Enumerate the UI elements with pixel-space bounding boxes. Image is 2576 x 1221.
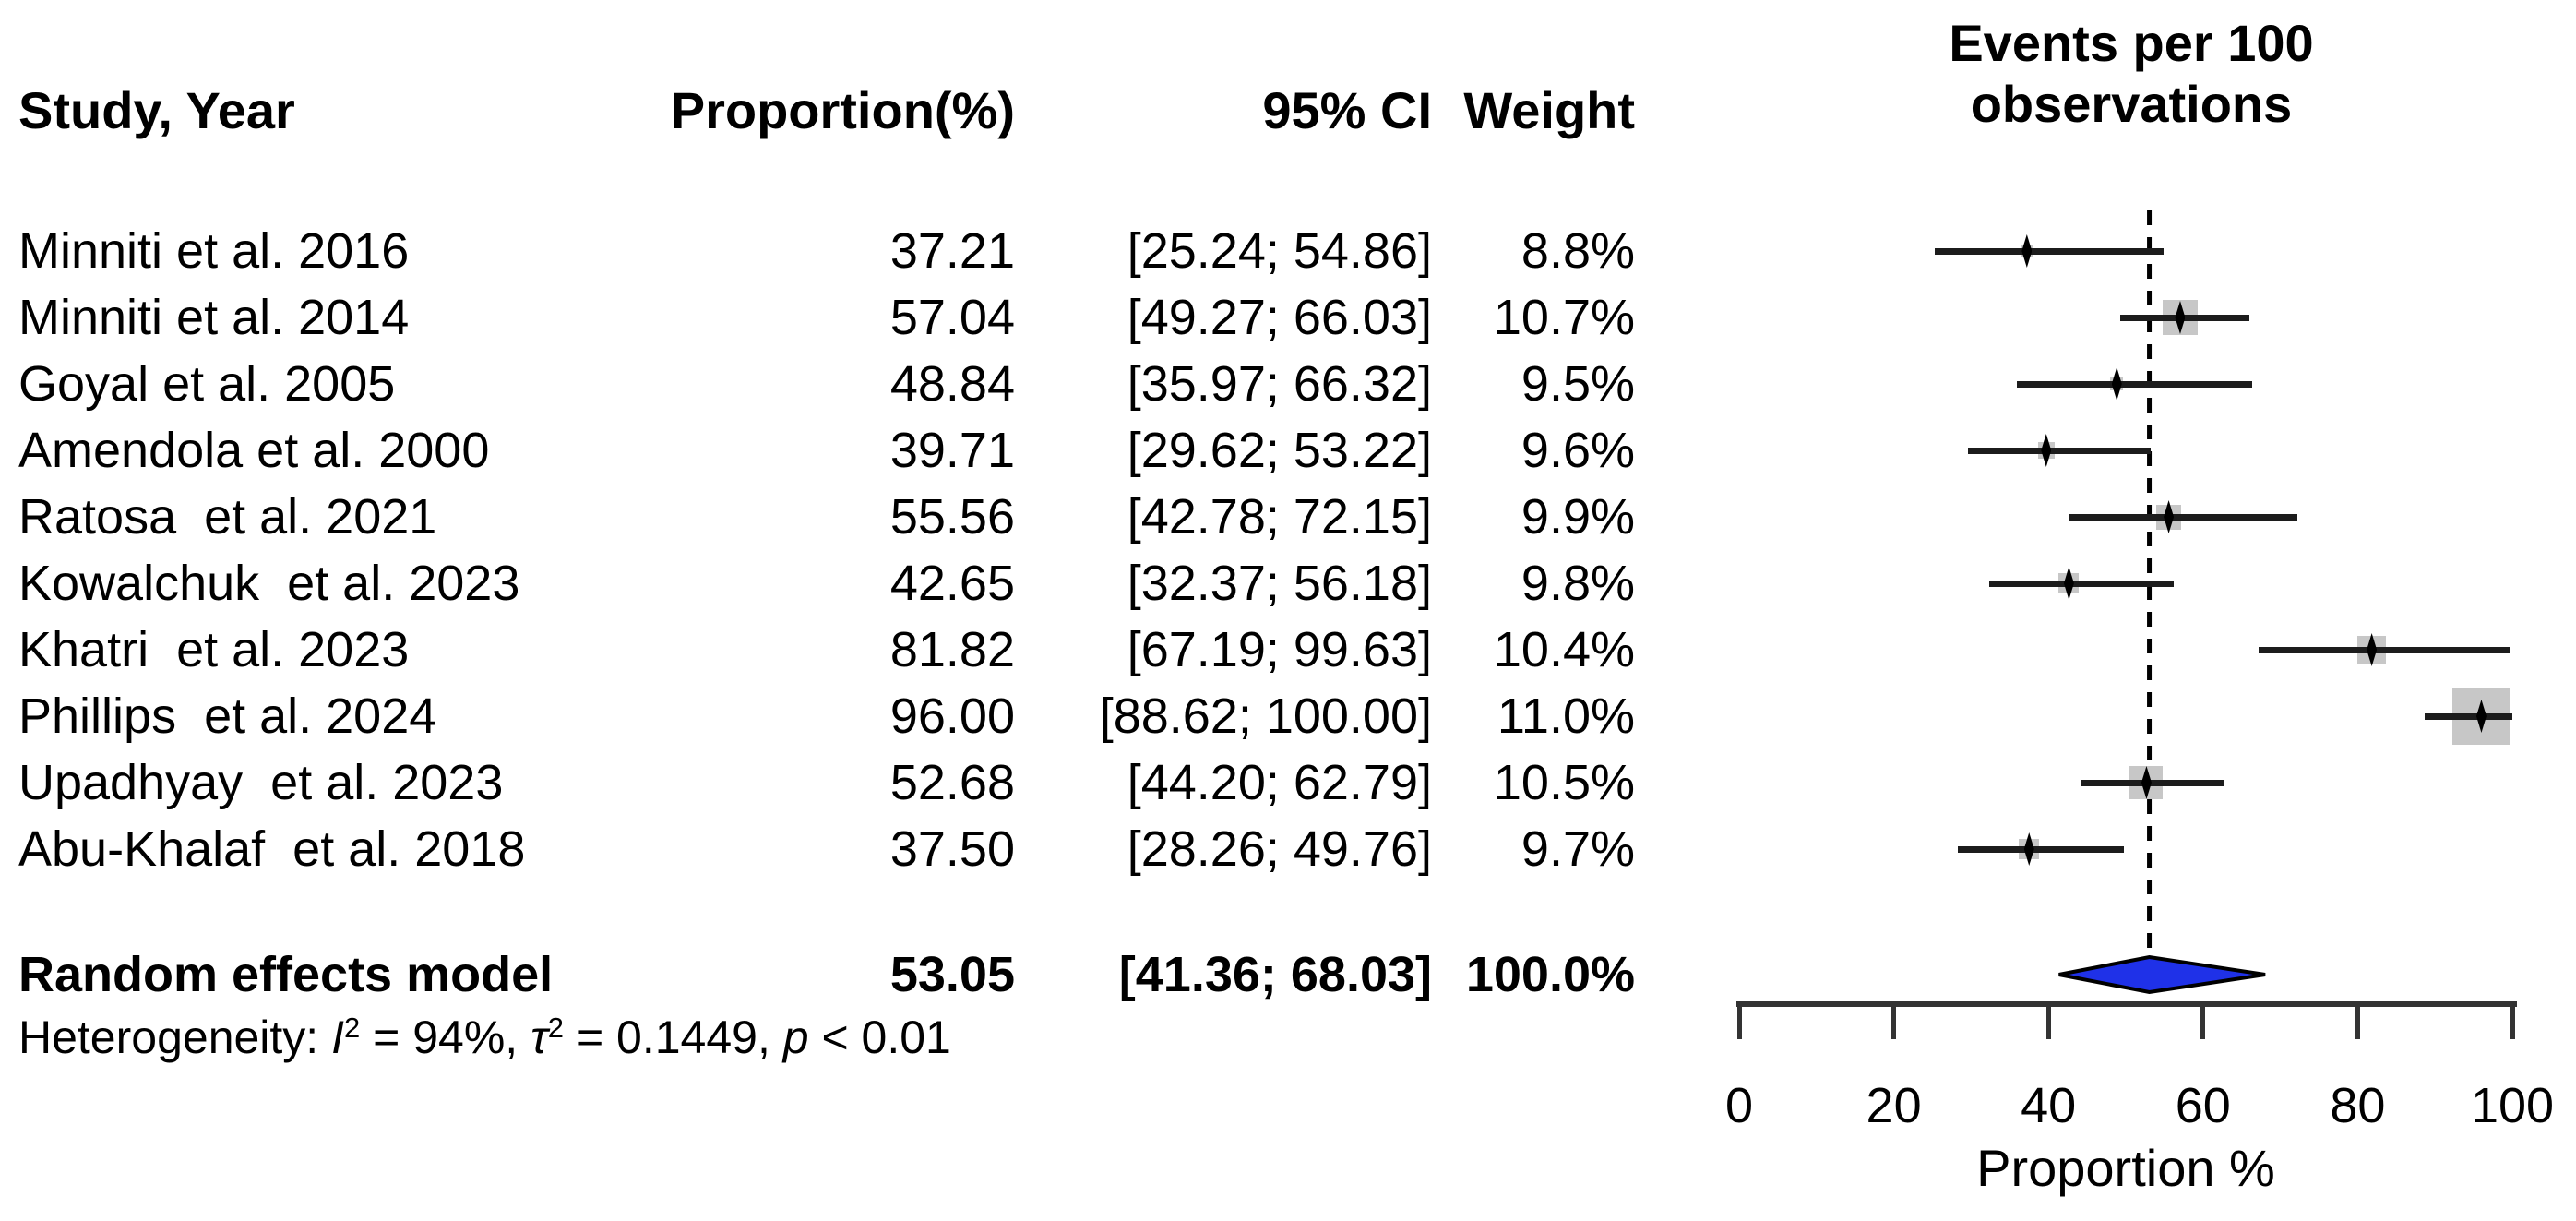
pooled-ci-value: [41.36; 68.03] [1118,947,1432,1002]
axis-tick-label: 100 [2470,1078,2555,1133]
ci-value: [49.27; 66.03] [1127,290,1432,345]
axis-tick [1891,1001,1897,1039]
pooled-proportion-value: 53.05 [889,947,1015,1002]
weight-value: 9.9% [1521,489,1635,545]
axis-tick [2510,1001,2515,1039]
heterogeneity-segment: Heterogeneity: [18,1012,332,1063]
heterogeneity-segment: 2 [344,1011,361,1044]
point-marker [2367,633,2378,666]
study-label: Amendola et al. 2000 [18,423,490,478]
proportion-value: 48.84 [889,356,1015,412]
ci-value: [88.62; 100.00] [1099,688,1432,744]
ci-line [1989,580,2174,587]
weight-value: 10.5% [1493,755,1635,810]
weight-value: 9.6% [1521,423,1635,478]
heterogeneity-segment: I [331,1012,344,1063]
study-label: Minniti et al. 2014 [18,290,410,345]
axis-tick-label: 0 [1724,1078,1754,1133]
proportion-value: 42.65 [889,556,1015,611]
point-marker [2164,500,2175,533]
ci-line [1934,247,2164,255]
axis-tick-label: 40 [2021,1078,2077,1133]
ci-value: [67.19; 99.63] [1127,622,1432,677]
column-header-ci: 95% CI [1262,81,1432,139]
plot-title-line2: observations [1970,75,2293,133]
proportion-value: 96.00 [889,688,1015,744]
point-marker [2141,766,2152,799]
heterogeneity-segment: p [782,1012,809,1063]
ci-line [1957,845,2124,853]
ci-value: [28.26; 49.76] [1127,821,1432,877]
heterogeneity-segment: = 0.1449, [564,1012,783,1063]
x-axis-label: Proportion % [1976,1139,2275,1197]
ci-value: [42.78; 72.15] [1127,489,1432,545]
study-label: Kowalchuk et al. 2023 [18,556,520,611]
point-marker [2175,301,2186,334]
study-label: Upadhyay et al. 2023 [18,755,504,810]
study-label: Khatri et al. 2023 [18,622,410,677]
axis-tick-label: 60 [2175,1078,2231,1133]
weight-value: 9.5% [1521,356,1635,412]
point-marker [2023,832,2034,866]
heterogeneity-segment: 2 [547,1011,565,1044]
point-marker [2063,567,2074,600]
weight-value: 11.0% [1497,688,1635,744]
study-label: Minniti et al. 2016 [18,223,410,279]
column-header-weight: Weight [1463,81,1635,139]
heterogeneity-note: Heterogeneity: I2 = 94%, τ2 = 0.1449, p … [18,1010,951,1071]
ci-value: [25.24; 54.86] [1127,223,1432,279]
weight-value: 10.7% [1493,290,1635,345]
pooled-diamond [2058,954,2266,995]
point-marker [2021,234,2033,268]
weight-value: 9.8% [1521,556,1635,611]
axis-tick-label: 80 [2330,1078,2386,1133]
study-label: Phillips et al. 2024 [18,688,437,744]
x-axis-line [1736,1001,2517,1007]
plot-title: Events per 100 observations [1845,13,2417,135]
weight-value: 9.7% [1521,821,1635,877]
ci-line [2424,712,2512,720]
ci-line [2017,380,2252,388]
pooled-label: Random effects model [18,947,554,1002]
proportion-value: 37.21 [889,223,1015,279]
pooled-weight-value: 100.0% [1465,947,1635,1002]
ci-line [2069,513,2297,521]
plot-title-line1: Events per 100 [1949,14,2314,72]
point-marker [2475,700,2487,733]
ci-line [2081,779,2225,786]
ci-value: [44.20; 62.79] [1127,755,1432,810]
proportion-value: 52.68 [889,755,1015,810]
study-label: Abu-Khalaf et al. 2018 [18,821,526,877]
proportion-value: 81.82 [889,622,1015,677]
proportion-value: 55.56 [889,489,1015,545]
axis-tick [2045,1001,2051,1039]
point-marker [2041,434,2052,467]
column-header-study: Study, Year [18,81,295,139]
ci-line [2259,646,2510,653]
axis-tick [2200,1001,2206,1039]
axis-tick [2355,1001,2360,1039]
ci-value: [32.37; 56.18] [1127,556,1432,611]
heterogeneity-segment: = 94%, [360,1012,531,1063]
study-label: Ratosa et al. 2021 [18,489,437,545]
ci-line [1968,447,2151,454]
axis-tick [1736,1001,1742,1039]
point-marker [2111,367,2122,401]
weight-value: 10.4% [1493,622,1635,677]
study-label: Goyal et al. 2005 [18,356,396,412]
proportion-value: 37.50 [889,821,1015,877]
proportion-value: 39.71 [889,423,1015,478]
proportion-value: 57.04 [889,290,1015,345]
ci-value: [35.97; 66.32] [1127,356,1432,412]
heterogeneity-segment: τ [531,1012,548,1063]
axis-tick-label: 20 [1866,1078,1922,1133]
column-header-proportion: Proportion(%) [670,81,1015,139]
heterogeneity-segment: < 0.01 [808,1012,951,1063]
weight-value: 8.8% [1521,223,1635,279]
ci-value: [29.62; 53.22] [1127,423,1432,478]
